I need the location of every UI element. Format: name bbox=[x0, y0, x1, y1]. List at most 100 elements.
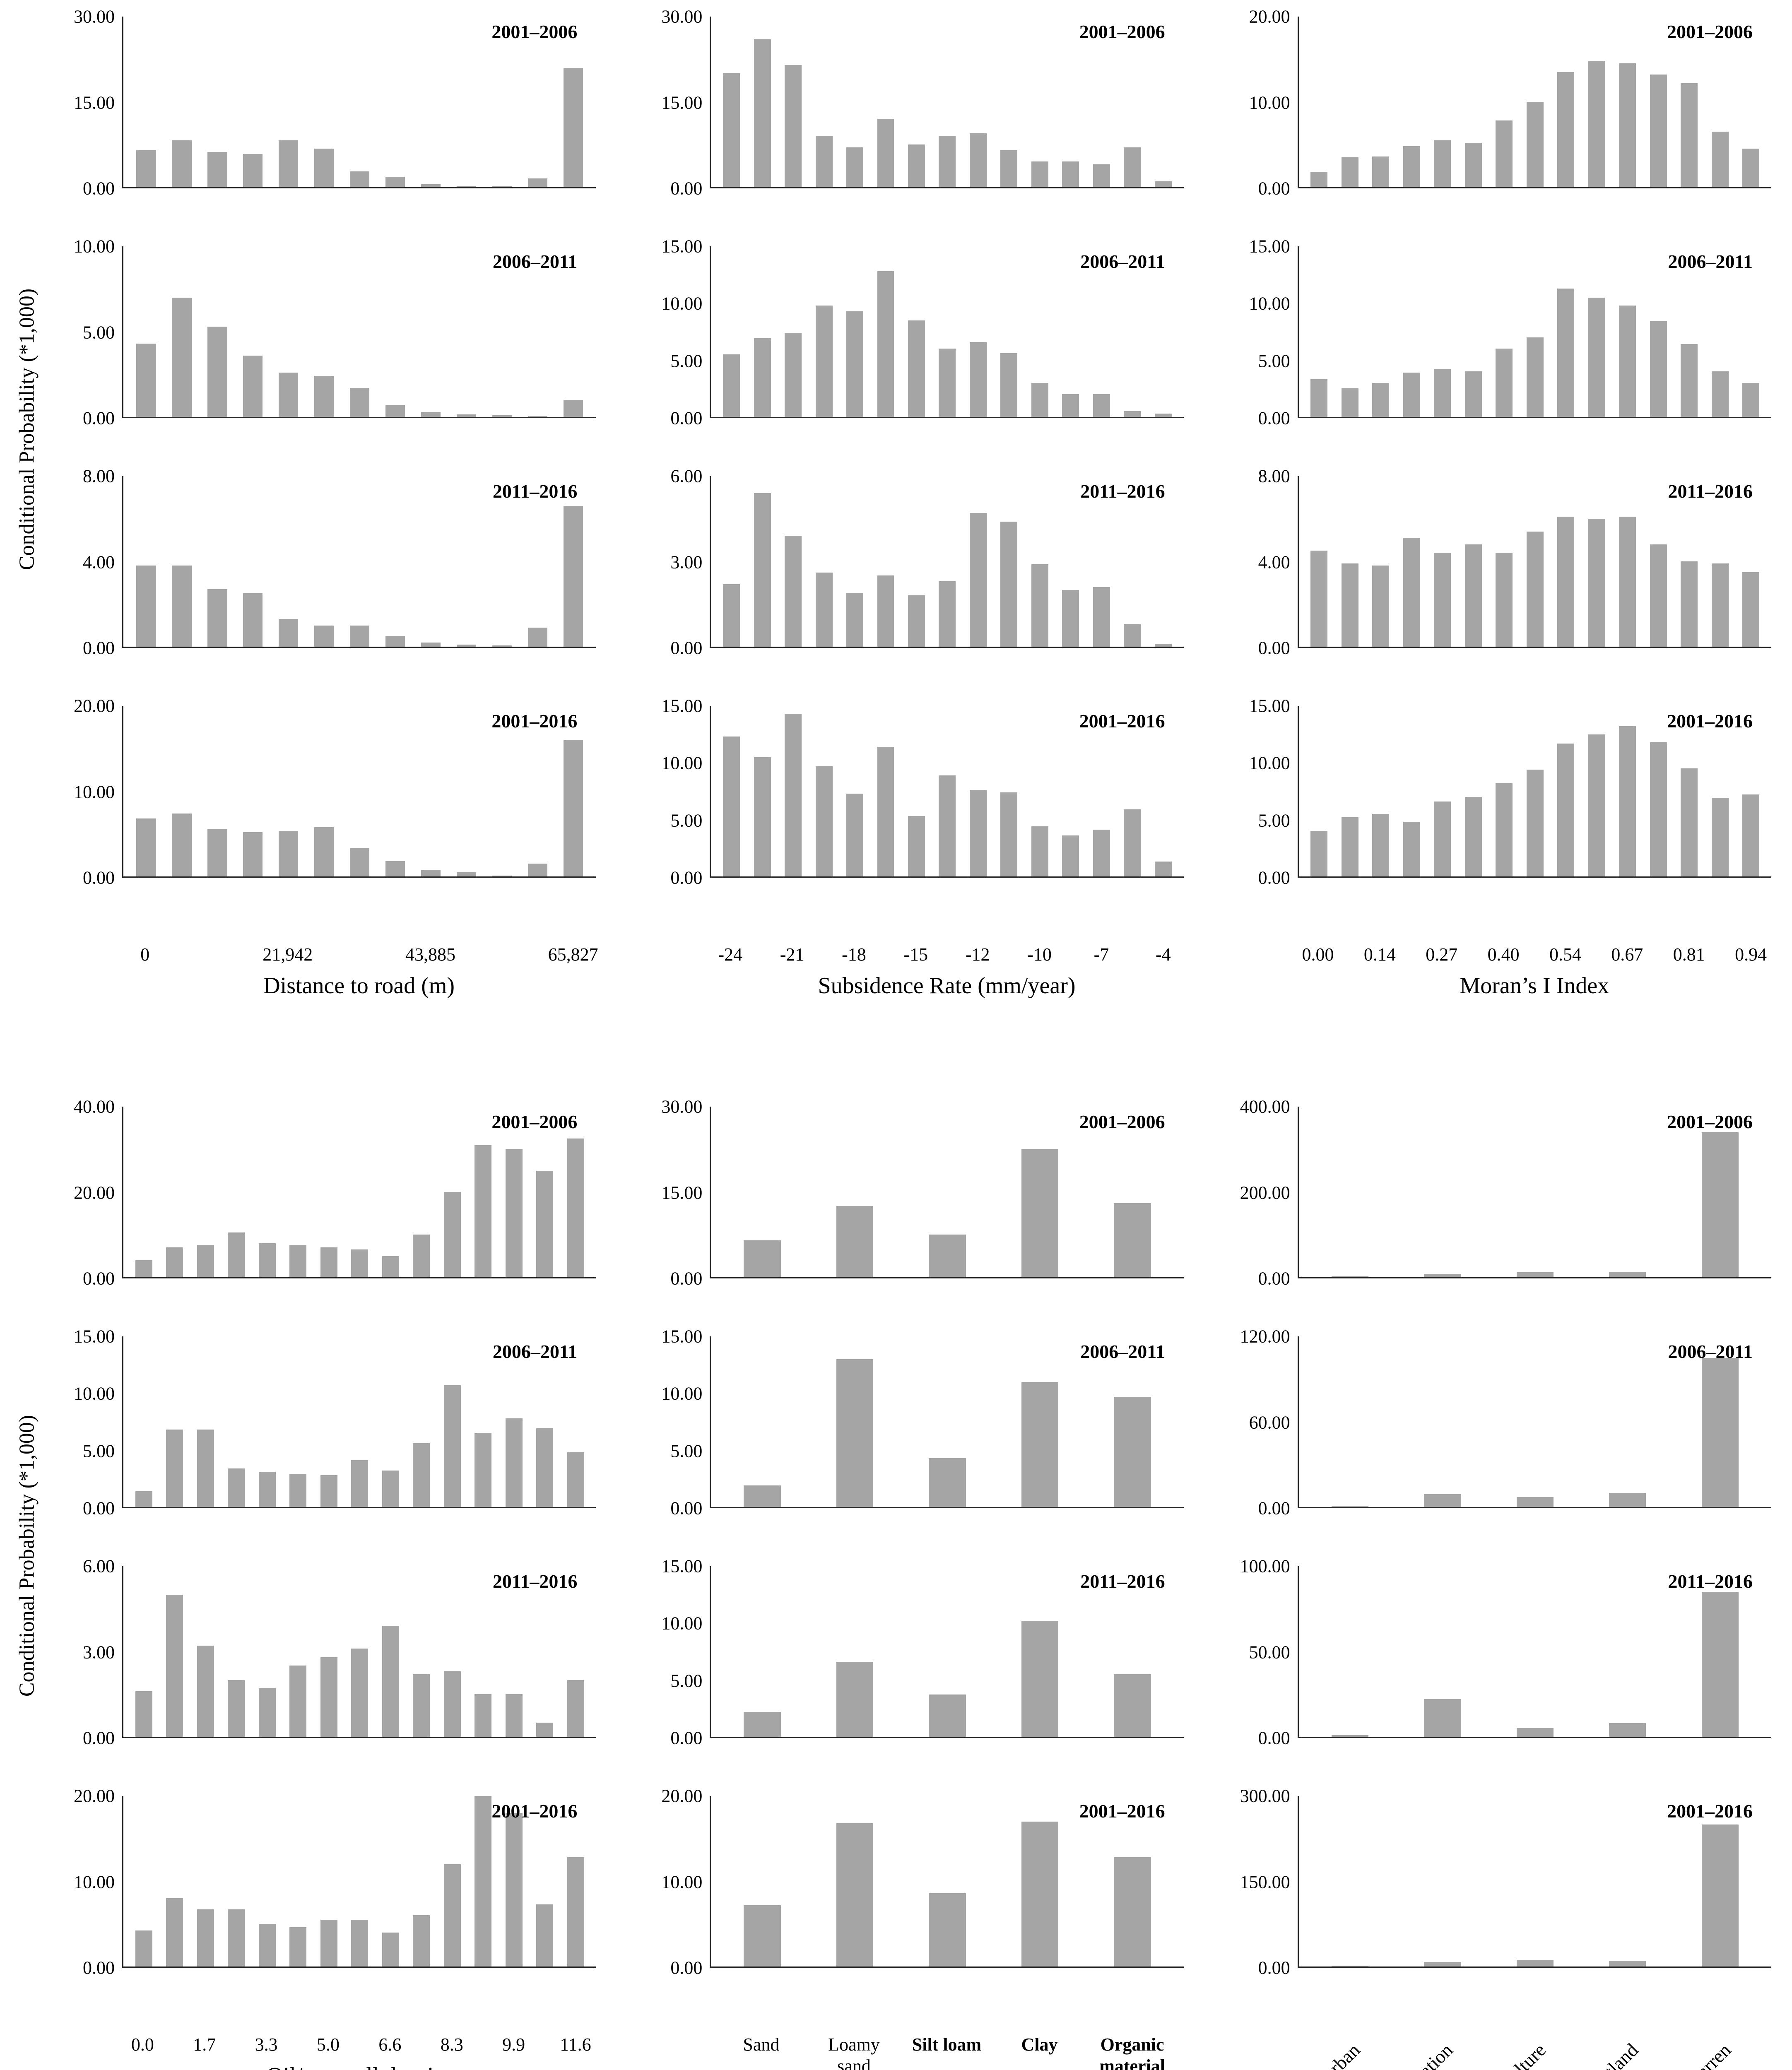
bar-cell bbox=[555, 706, 591, 876]
bar-cell bbox=[1489, 17, 1520, 187]
bar-cell bbox=[932, 706, 963, 876]
bar-cell bbox=[529, 1796, 560, 1966]
bar bbox=[1403, 538, 1420, 647]
bar-cell bbox=[378, 476, 413, 647]
bar bbox=[172, 140, 192, 187]
bar-cell bbox=[901, 246, 932, 417]
bar bbox=[1310, 379, 1328, 417]
bar bbox=[1093, 587, 1110, 647]
bar-cell bbox=[449, 476, 484, 647]
bar-cell bbox=[221, 1796, 251, 1966]
bar bbox=[456, 186, 477, 187]
bar-cell bbox=[1551, 706, 1581, 876]
bar bbox=[289, 1245, 307, 1277]
bar bbox=[1021, 1382, 1059, 1507]
y-tick-label: 20.00 bbox=[661, 1786, 703, 1806]
bar bbox=[1403, 822, 1420, 876]
bar-cell bbox=[1458, 246, 1489, 417]
bar bbox=[443, 1192, 461, 1277]
y-axis-ticks: 15.00 10.00 5.00 0.00 bbox=[1221, 236, 1298, 428]
bar-cell bbox=[437, 1566, 467, 1737]
bar bbox=[258, 1243, 276, 1277]
bar-cell bbox=[1612, 706, 1643, 876]
bar bbox=[527, 416, 548, 417]
bar bbox=[172, 297, 192, 417]
bars bbox=[711, 1796, 1183, 1966]
bar-cell bbox=[870, 17, 901, 187]
bar bbox=[1341, 817, 1358, 876]
chart-original-land-use-type: 400.00 200.00 0.00 2001–2006 120.00 60.00 0.00… bbox=[1221, 1097, 1771, 2070]
bar-cell bbox=[716, 1336, 808, 1507]
x-tick-cell: urban bbox=[1303, 2031, 1395, 2070]
bar-cell bbox=[1334, 246, 1365, 417]
bar bbox=[1701, 1132, 1739, 1277]
bar bbox=[1650, 321, 1667, 417]
bar-cell bbox=[235, 17, 271, 187]
x-tick-label: 0.40 bbox=[1487, 944, 1520, 965]
bars bbox=[1299, 17, 1771, 187]
bar-cell bbox=[1055, 246, 1086, 417]
bar bbox=[1372, 814, 1390, 876]
period-label: 2001–2016 bbox=[491, 710, 578, 732]
y-axis-ticks: 15.00 10.00 5.00 0.00 bbox=[633, 1556, 710, 1748]
bar bbox=[228, 1680, 245, 1737]
bar-cell bbox=[994, 17, 1024, 187]
x-tick-label: 8.3 bbox=[440, 2034, 463, 2055]
bar bbox=[1650, 544, 1667, 647]
bar bbox=[351, 1249, 369, 1277]
bar bbox=[836, 1206, 874, 1277]
x-tick-label: -4 bbox=[1155, 944, 1171, 965]
bar-cell bbox=[1735, 706, 1766, 876]
bar bbox=[1526, 337, 1544, 417]
y-tick-label: 5.00 bbox=[670, 1441, 703, 1461]
bar bbox=[1424, 1494, 1461, 1507]
bottom-chart-columns: 40.00 20.00 0.00 2001–2006 15.00 10.00 5.00 0.0… bbox=[46, 1097, 1771, 2070]
bar-cell bbox=[128, 17, 164, 187]
bar-cell bbox=[1735, 246, 1766, 417]
y-tick-label: 3.00 bbox=[670, 552, 703, 572]
y-tick-label: 0.00 bbox=[670, 178, 703, 199]
bar-cell bbox=[716, 1107, 808, 1277]
bar-cell bbox=[1396, 706, 1427, 876]
bar bbox=[1093, 830, 1110, 876]
y-tick-label: 120.00 bbox=[1240, 1326, 1290, 1347]
y-tick-label: 15.00 bbox=[661, 236, 703, 257]
bar bbox=[385, 636, 405, 647]
bar-cell bbox=[499, 1107, 529, 1277]
period-label: 2001–2016 bbox=[491, 1800, 578, 1822]
bar bbox=[314, 625, 334, 647]
bar bbox=[1588, 297, 1605, 417]
bar bbox=[1496, 783, 1513, 876]
y-axis-ticks: 20.00 10.00 0.00 bbox=[1221, 7, 1298, 199]
bar bbox=[320, 1919, 337, 1966]
bar-cell bbox=[1117, 476, 1148, 647]
bar bbox=[505, 1813, 523, 1966]
bar-cell bbox=[932, 476, 963, 647]
panel-original-land-use-type-0: 400.00 200.00 0.00 2001–2006 bbox=[1221, 1097, 1771, 1289]
bar-cell bbox=[467, 1796, 498, 1966]
bar-cell bbox=[901, 1566, 993, 1737]
bar bbox=[1464, 371, 1482, 417]
bar bbox=[1496, 349, 1513, 417]
period-label: 2001–2006 bbox=[1079, 21, 1165, 42]
bar-cell bbox=[128, 1796, 159, 1966]
bar bbox=[1424, 1699, 1461, 1737]
bar bbox=[505, 1694, 523, 1737]
period-label: 2001–2006 bbox=[491, 21, 578, 42]
bar-cell bbox=[1024, 476, 1055, 647]
bar-cell bbox=[560, 1107, 591, 1277]
bar-cell bbox=[378, 17, 413, 187]
bars bbox=[123, 1566, 596, 1737]
plot-area: 2001–2006 bbox=[1297, 17, 1771, 188]
y-axis-ticks: 30.00 15.00 0.00 bbox=[46, 7, 122, 199]
bar-cell bbox=[342, 706, 378, 876]
y-tick-label: 15.00 bbox=[1249, 236, 1290, 257]
y-tick-label: 10.00 bbox=[74, 782, 115, 802]
bar-cell bbox=[271, 17, 306, 187]
bar-cell bbox=[437, 1107, 467, 1277]
bar bbox=[969, 790, 987, 876]
bar-cell bbox=[716, 476, 747, 647]
bar bbox=[536, 1170, 554, 1277]
bar bbox=[1516, 1728, 1554, 1737]
bar-cell bbox=[128, 1566, 159, 1737]
